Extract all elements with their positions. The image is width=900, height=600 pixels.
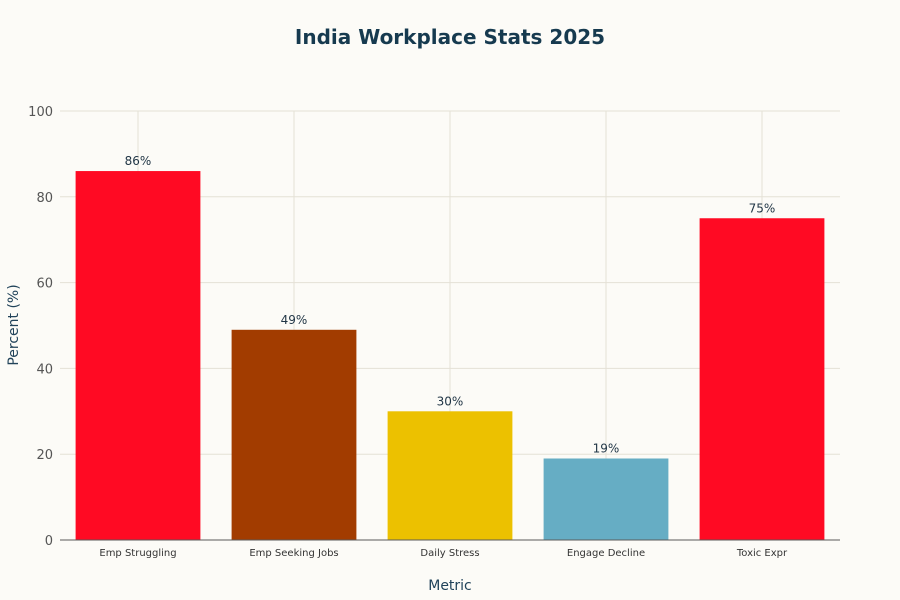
- chart-title: India Workplace Stats 2025: [295, 25, 605, 49]
- bars: [75, 171, 825, 540]
- y-tick-label: 0: [45, 534, 53, 549]
- data-label: 86%: [125, 154, 152, 168]
- x-axis-ticks: Emp Struggling Emp Seeking Jobs Daily Stre…: [99, 548, 788, 559]
- bar: [699, 218, 825, 540]
- data-label: 19%: [593, 441, 620, 455]
- data-label: 49%: [281, 313, 308, 327]
- y-axis-label: Percent (%): [6, 284, 22, 365]
- y-tick-label: 80: [36, 191, 53, 206]
- y-tick-label: 100: [28, 105, 53, 120]
- x-tick-label: Engage Decline: [567, 548, 645, 559]
- data-label: 30%: [437, 394, 464, 408]
- y-axis-ticks: 0 20 40 60 80 100: [28, 105, 53, 549]
- bar: [543, 458, 669, 540]
- x-tick-label: Emp Struggling: [99, 548, 176, 559]
- x-tick-label: Toxic Expr: [736, 548, 788, 559]
- y-tick-label: 40: [36, 362, 53, 377]
- y-tick-label: 60: [36, 277, 53, 292]
- data-label: 75%: [749, 201, 776, 215]
- bar: [75, 171, 201, 540]
- data-labels: 86% 49% 30% 19% 75%: [125, 154, 776, 455]
- bar: [387, 411, 513, 540]
- x-axis-label: Metric: [428, 578, 472, 594]
- x-tick-label: Emp Seeking Jobs: [249, 548, 338, 559]
- bar: [231, 329, 357, 540]
- y-tick-label: 20: [36, 448, 53, 463]
- x-tick-label: Daily Stress: [420, 548, 479, 559]
